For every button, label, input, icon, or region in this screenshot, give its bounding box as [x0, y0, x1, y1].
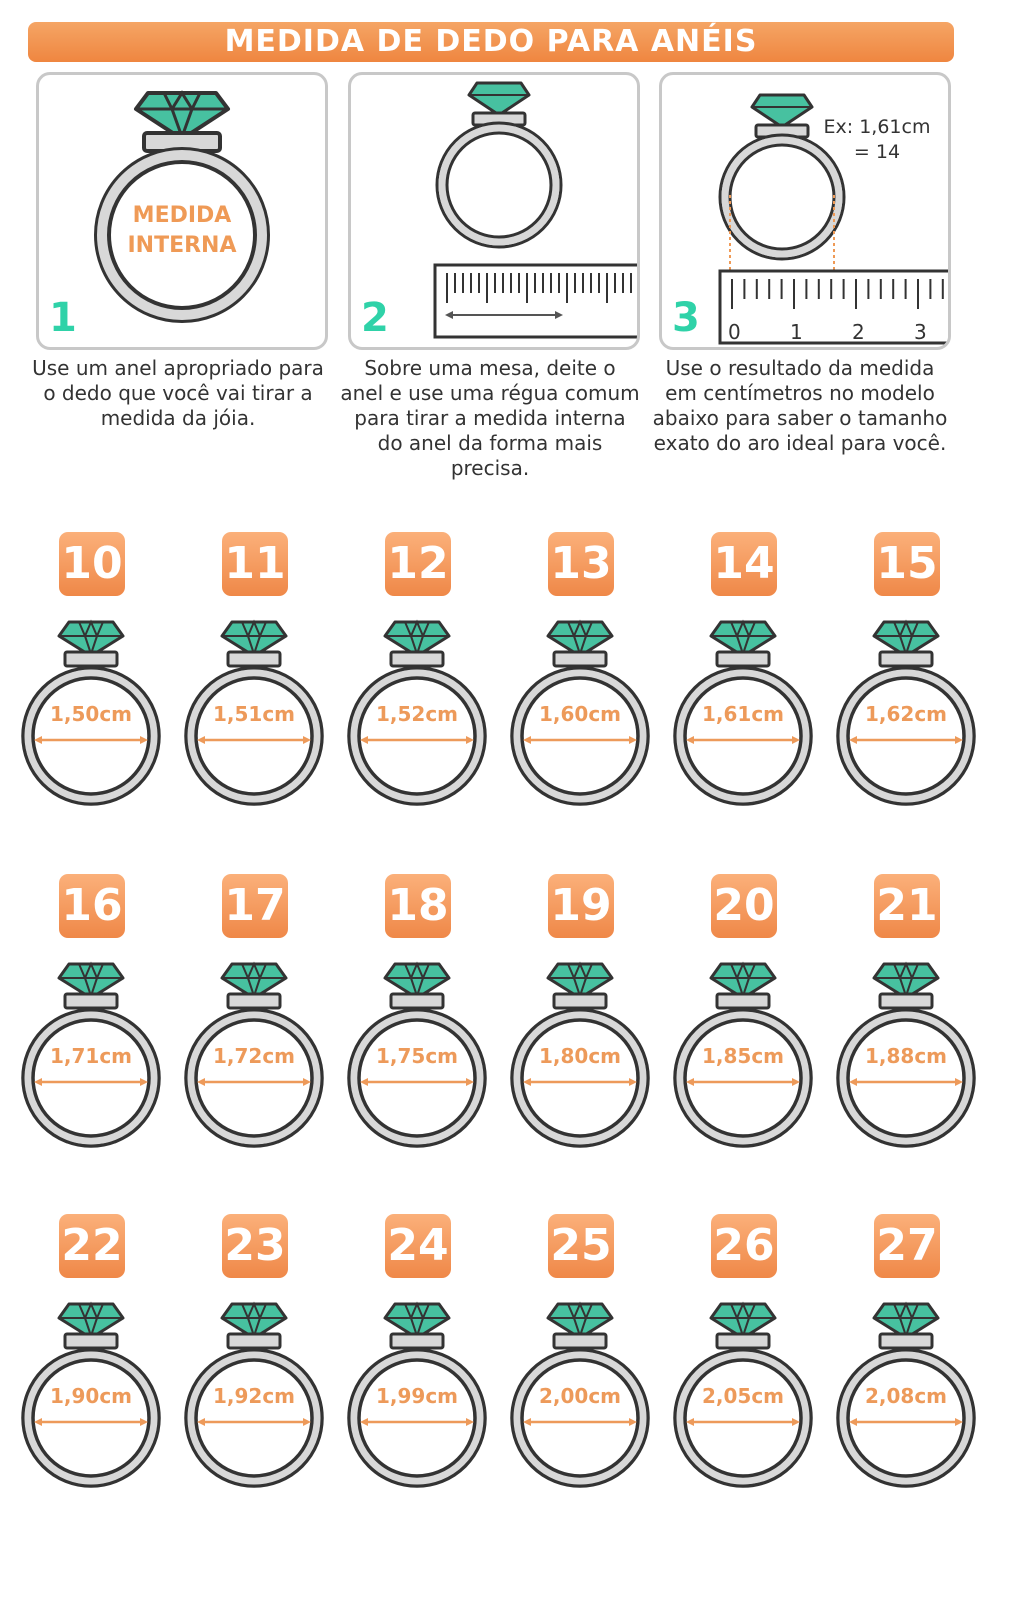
size-measure: 1,71cm	[49, 1044, 133, 1068]
ring-icon	[836, 961, 976, 1148]
size-badge: 11	[222, 532, 288, 596]
size-item: 25 2,00cm	[505, 1214, 655, 1504]
example-line-2: = 14	[853, 141, 901, 163]
size-measure: 2,05cm	[701, 1384, 785, 1408]
size-item: 13 1,60cm	[505, 532, 655, 822]
size-badge: 16	[59, 874, 125, 938]
ring-icon	[21, 1301, 161, 1488]
size-badge: 10	[59, 532, 125, 596]
example-line-1: Ex: 1,61cm	[823, 116, 931, 138]
ring-label-line-2: INTERNA	[127, 233, 237, 258]
ring-icon	[347, 961, 487, 1148]
ring-icon	[184, 961, 324, 1148]
ring-illustration	[94, 90, 270, 323]
ruler-label-2: 2	[852, 320, 865, 344]
step-3-panel: 0 1 2 3 Ex: 1,61cm = 14 3	[659, 72, 951, 350]
ring-ruler-illustration	[433, 81, 637, 339]
size-badge: 20	[711, 874, 777, 938]
ring-icon	[673, 961, 813, 1148]
size-measure: 1,62cm	[864, 702, 948, 726]
size-measure: 1,75cm	[375, 1044, 459, 1068]
step-2-panel: 2	[348, 72, 640, 350]
size-item: 14 1,61cm	[668, 532, 818, 822]
ring-icon	[836, 619, 976, 806]
size-item: 24 1,99cm	[342, 1214, 492, 1504]
example-text: Ex: 1,61cm = 14	[812, 115, 942, 165]
size-item: 16 1,71cm	[16, 874, 166, 1164]
ring-icon	[21, 961, 161, 1148]
size-badge: 21	[874, 874, 940, 938]
size-badge: 18	[385, 874, 451, 938]
size-item: 17 1,72cm	[179, 874, 329, 1164]
step-2-caption: Sobre uma mesa, deite o anel e use uma r…	[340, 356, 640, 480]
size-badge: 25	[548, 1214, 614, 1278]
ruler-ticks	[446, 273, 632, 303]
size-measure: 1,60cm	[538, 702, 622, 726]
size-badge: 22	[59, 1214, 125, 1278]
size-measure: 1,92cm	[212, 1384, 296, 1408]
size-item: 23 1,92cm	[179, 1214, 329, 1504]
size-item: 26 2,05cm	[668, 1214, 818, 1504]
step-number: 3	[672, 295, 700, 341]
size-measure: 1,88cm	[864, 1044, 948, 1068]
size-item: 19 1,80cm	[505, 874, 655, 1164]
size-badge: 15	[874, 532, 940, 596]
ring-icon	[184, 619, 324, 806]
size-badge: 13	[548, 532, 614, 596]
step-1-panel: MEDIDA INTERNA 1	[36, 72, 328, 350]
size-measure: 1,72cm	[212, 1044, 296, 1068]
size-measure: 1,85cm	[701, 1044, 785, 1068]
size-measure: 2,08cm	[864, 1384, 948, 1408]
size-item: 12 1,52cm	[342, 532, 492, 822]
step-3-caption: Use o resultado da medida em centímetros…	[652, 356, 948, 455]
ring-icon	[510, 619, 650, 806]
size-badge: 12	[385, 532, 451, 596]
ring-icon	[510, 961, 650, 1148]
size-item: 10 1,50cm	[16, 532, 166, 822]
ring-measure-illustration: 0 1 2 3	[718, 93, 948, 345]
ring-icon	[673, 619, 813, 806]
size-measure: 1,99cm	[375, 1384, 459, 1408]
size-badge: 19	[548, 874, 614, 938]
ring-icon	[347, 619, 487, 806]
page-title: MEDIDA DE DEDO PARA ANÉIS	[28, 22, 954, 62]
size-badge: 14	[711, 532, 777, 596]
step-1-caption: Use um anel apropriado para o dedo que v…	[32, 356, 324, 430]
step-number: 2	[361, 295, 389, 341]
size-measure: 1,61cm	[701, 702, 785, 726]
ring-icon	[347, 1301, 487, 1488]
size-badge: 23	[222, 1214, 288, 1278]
size-measure: 1,52cm	[375, 702, 459, 726]
size-item: 18 1,75cm	[342, 874, 492, 1164]
size-measure: 1,80cm	[538, 1044, 622, 1068]
step-number: 1	[49, 295, 77, 341]
ruler-label-1: 1	[790, 320, 803, 344]
size-item: 27 2,08cm	[831, 1214, 981, 1504]
size-badge: 27	[874, 1214, 940, 1278]
ring-icon	[510, 1301, 650, 1488]
size-badge: 26	[711, 1214, 777, 1278]
ring-icon	[673, 1301, 813, 1488]
size-measure: 1,51cm	[212, 702, 296, 726]
ring-icon	[836, 1301, 976, 1488]
size-item: 15 1,62cm	[831, 532, 981, 822]
size-measure: 2,00cm	[538, 1384, 622, 1408]
ring-label-line-1: MEDIDA	[132, 203, 232, 228]
size-badge: 24	[385, 1214, 451, 1278]
size-measure: 1,50cm	[49, 702, 133, 726]
size-item: 20 1,85cm	[668, 874, 818, 1164]
size-measure: 1,90cm	[49, 1384, 133, 1408]
ring-icon	[21, 619, 161, 806]
size-item: 11 1,51cm	[179, 532, 329, 822]
ruler-ticks	[731, 279, 944, 309]
size-item: 22 1,90cm	[16, 1214, 166, 1504]
size-badge: 17	[222, 874, 288, 938]
ruler-label-3: 3	[914, 320, 927, 344]
ruler-label-0: 0	[728, 320, 741, 344]
ring-icon	[184, 1301, 324, 1488]
size-item: 21 1,88cm	[831, 874, 981, 1164]
ring-label: MEDIDA INTERNA	[39, 201, 325, 261]
